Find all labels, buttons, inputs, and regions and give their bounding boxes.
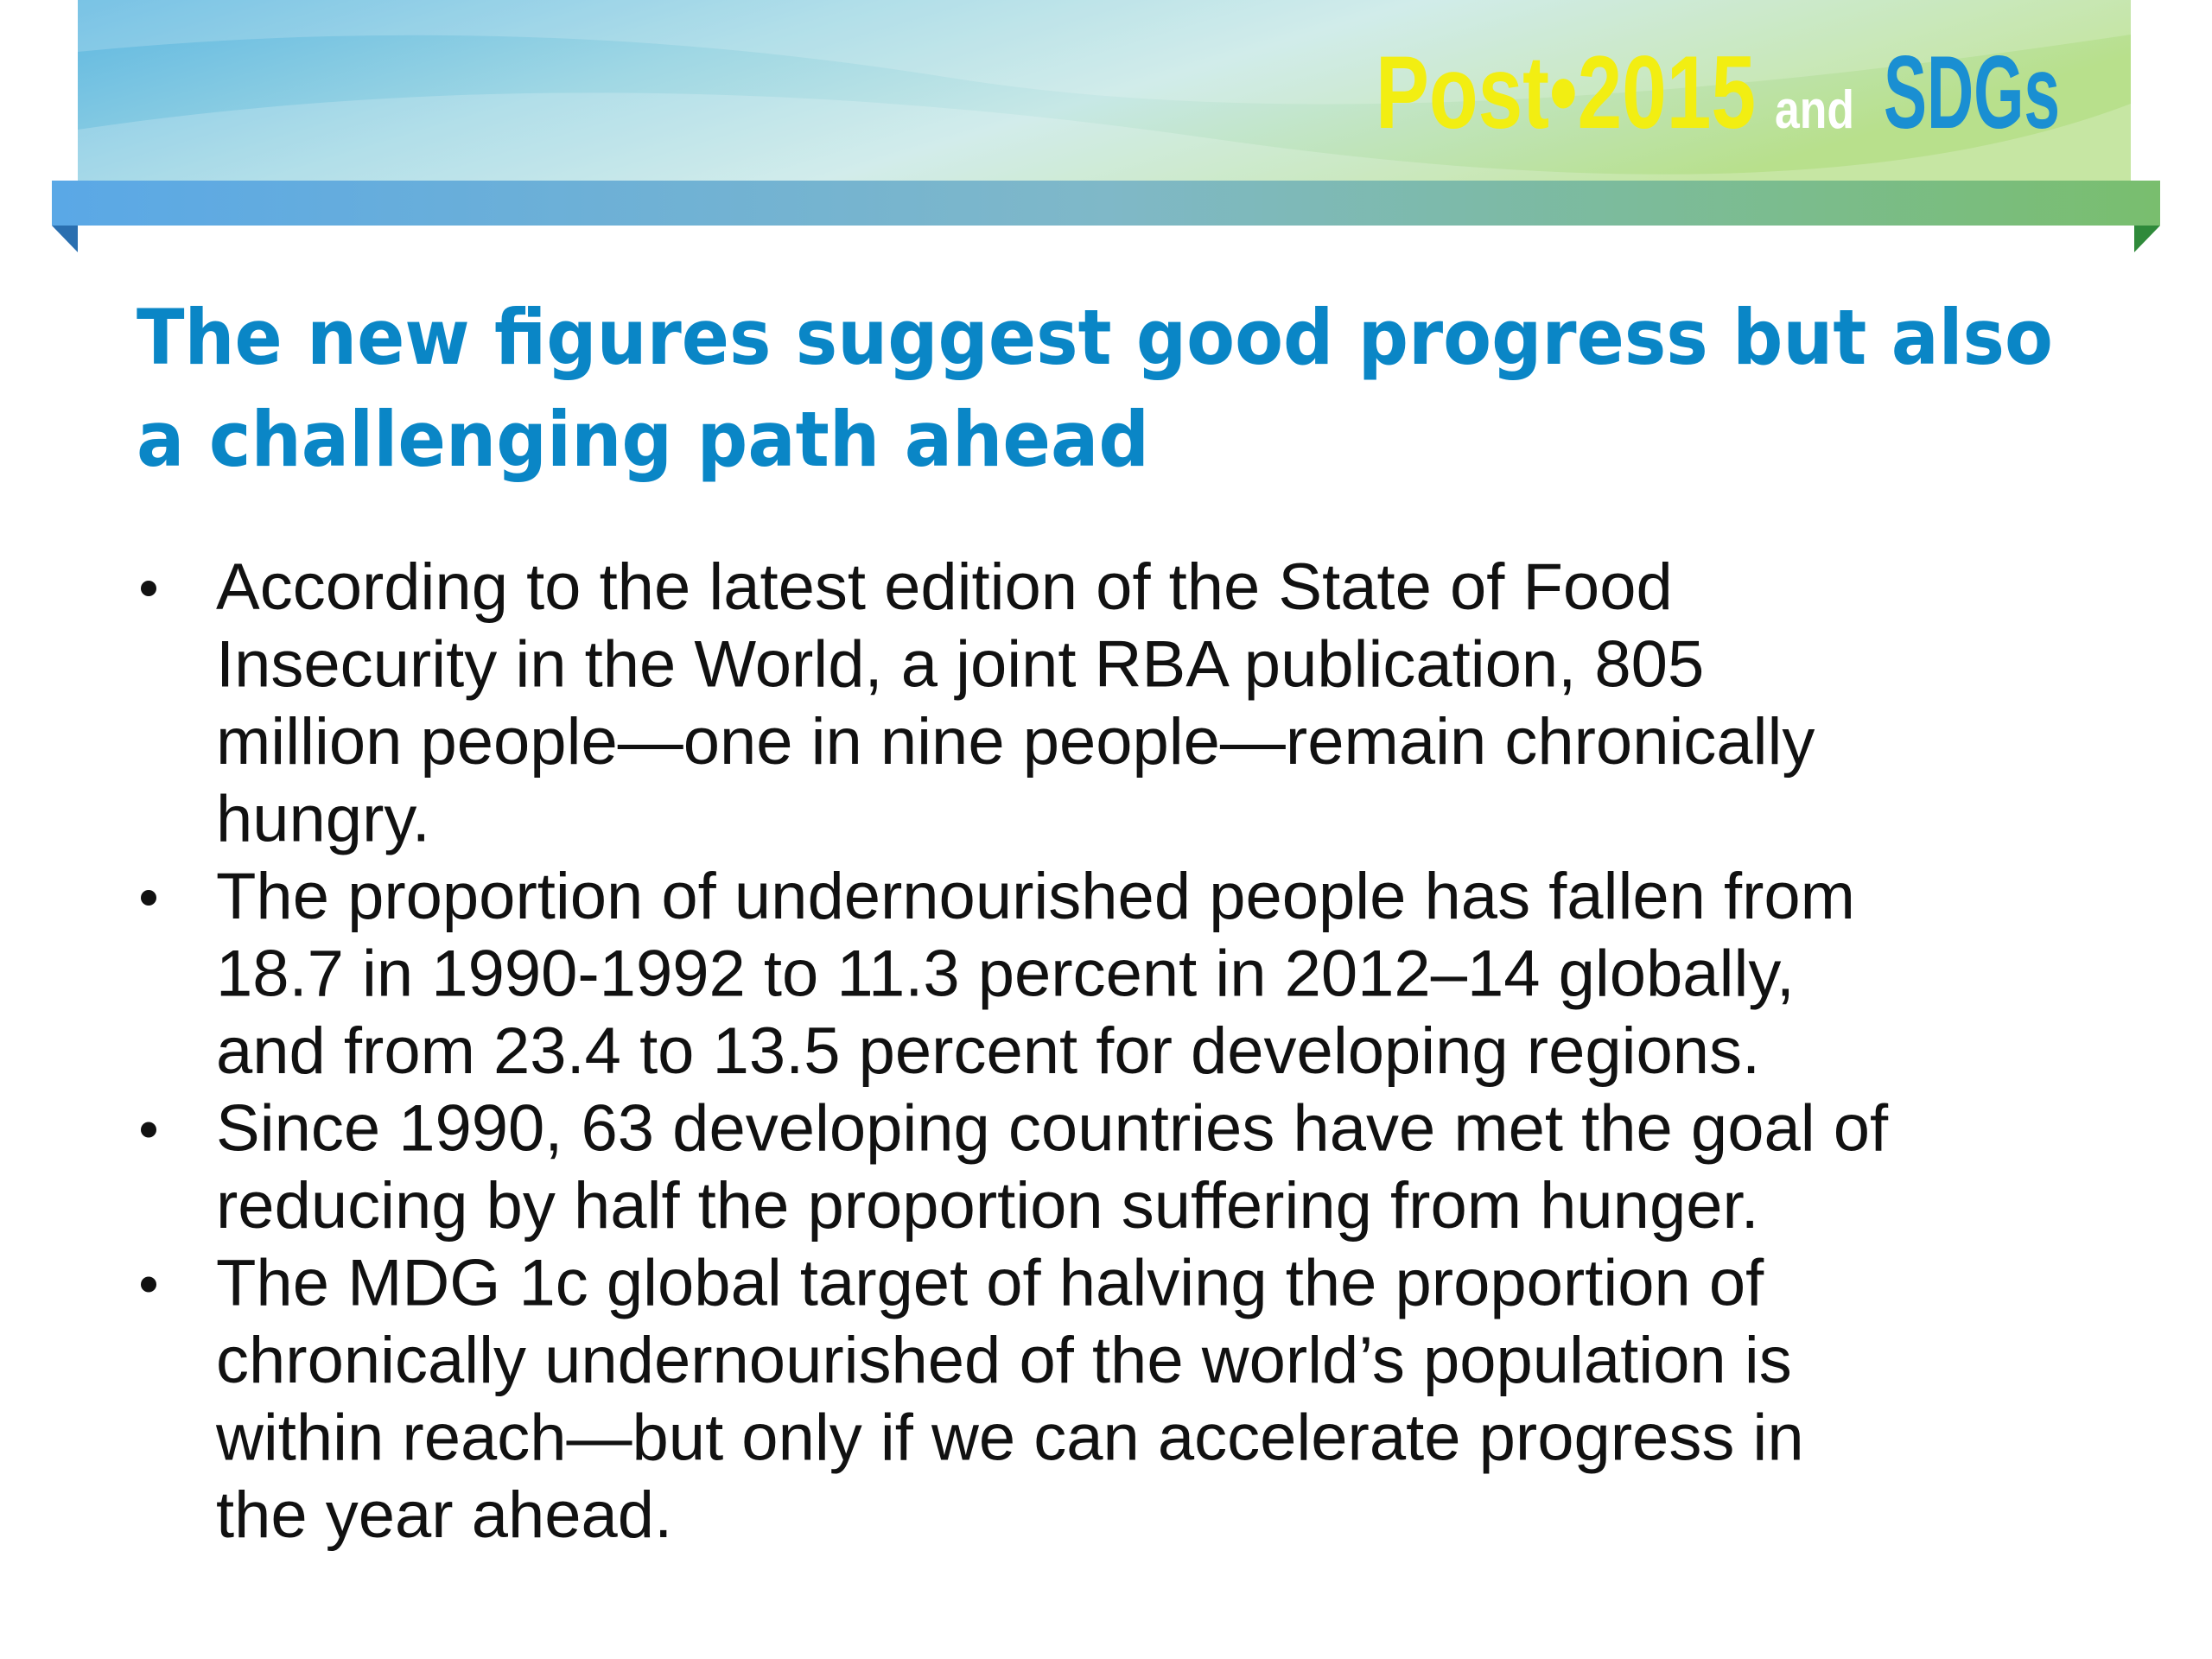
header-banner: Post•2015 and SDGs [52, 0, 2160, 252]
bullet-line: According to the latest edition of the S… [216, 550, 1673, 624]
bullet-line: hungry. [216, 783, 430, 856]
bullet-dot [141, 890, 156, 906]
bullet-line: chronically undernourished of the world’… [216, 1324, 1792, 1397]
logo-and: and [1775, 80, 1854, 140]
bullet-dot [141, 1122, 156, 1138]
bullet-item: The proportion of undernourished people … [141, 860, 1855, 1088]
logo-post-2015: Post•2015 [1376, 35, 1756, 150]
title-line: a challenging path ahead [137, 395, 1149, 484]
bullet-line: million people—one in nine people—remain… [216, 705, 1815, 779]
bullet-item: The MDG 1c global target of halving the … [141, 1247, 1804, 1552]
banner-swirl [78, 92, 2131, 186]
bullet-line: 18.7 in 1990-1992 to 11.3 percent in 201… [216, 938, 1795, 1011]
bullet-line: Insecurity in the World, a joint RBA pub… [216, 628, 1704, 702]
bullet-line: The MDG 1c global target of halving the … [216, 1247, 1764, 1320]
logo-sdgs: SDGs [1884, 35, 2060, 150]
bullet-line: and from 23.4 to 13.5 percent for develo… [216, 1014, 1760, 1088]
bullet-line: reducing by half the proportion sufferin… [216, 1169, 1759, 1243]
bullet-line: Since 1990, 63 developing countries have… [216, 1092, 1889, 1166]
banner-background [78, 0, 2131, 186]
bullet-dot [141, 1276, 156, 1293]
bullet-line: the year ahead. [216, 1478, 672, 1552]
bar-fold [52, 226, 78, 252]
bullet-dot [141, 581, 156, 596]
slide-title: The new figures suggest good progress bu… [137, 293, 2053, 484]
bullet-line: within reach—but only if we can accelera… [215, 1402, 1804, 1475]
bar-fold [2134, 226, 2160, 252]
title-line: The new figures suggest good progress bu… [137, 293, 2053, 382]
bullet-item: Since 1990, 63 developing countries have… [141, 1092, 1889, 1243]
banner-bar [52, 181, 2160, 226]
bullet-line: The proportion of undernourished people … [216, 860, 1855, 933]
bullet-list: According to the latest edition of the S… [141, 550, 1889, 1552]
banner-swirl [78, 0, 2131, 105]
bullet-item: According to the latest edition of the S… [141, 550, 1815, 856]
